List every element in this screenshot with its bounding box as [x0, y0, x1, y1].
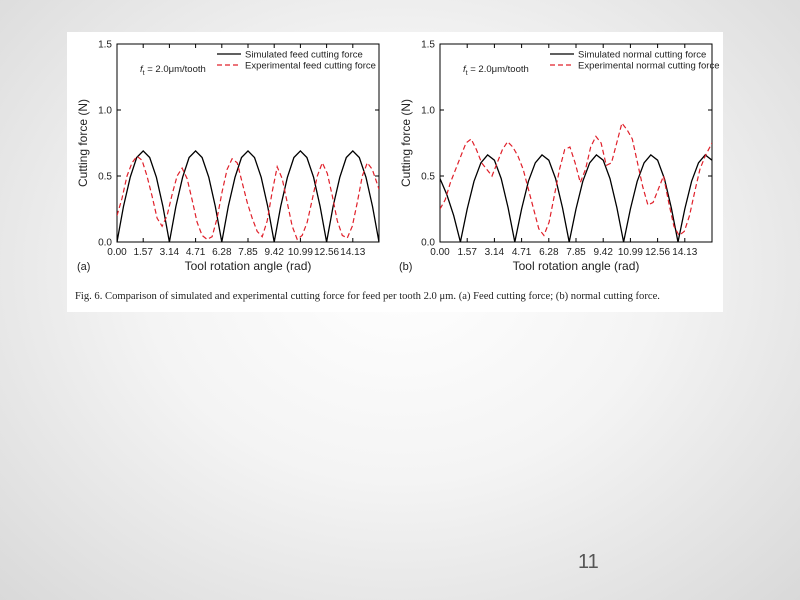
x-tick-label: 3.14 [160, 247, 180, 258]
y-tick-label: 0.0 [421, 238, 435, 249]
y-tick-label: 1.0 [98, 106, 112, 117]
legend-label: Simulated normal cutting force [578, 50, 706, 61]
y-tick-label: 1.0 [421, 106, 435, 117]
feed-annotation: ft = 2.0μm/tooth [140, 64, 206, 77]
x-tick-label: 7.85 [566, 247, 586, 258]
y-axis-label: Cutting force (N) [76, 99, 90, 187]
y-tick-label: 0.5 [98, 172, 112, 183]
x-tick-label: 9.42 [593, 247, 613, 258]
panel-label: (b) [399, 261, 412, 273]
x-tick-label: 0.00 [107, 247, 127, 258]
x-tick-label: 4.71 [512, 247, 532, 258]
x-tick-label: 12.56 [645, 247, 670, 258]
series-line-experimental [440, 121, 712, 237]
x-axis-label: Tool rotation angle (rad) [513, 259, 640, 273]
y-tick-label: 0.0 [98, 238, 112, 249]
legend-label: Experimental normal cutting force [578, 61, 720, 72]
x-tick-label: 1.57 [457, 247, 477, 258]
y-tick-label: 1.5 [98, 40, 112, 51]
y-tick-label: 0.5 [421, 172, 435, 183]
figure-charts: 0.00 1.57 3.14 4.71 6.28 7.85 9.42 10.99 12.56 14… [76, 40, 720, 274]
x-tick-label: 14.13 [672, 247, 697, 258]
series-line-simulated [117, 149, 379, 242]
chart-a: 0.00 1.57 3.14 4.71 6.28 7.85 9.42 10.99 12.56 14… [76, 40, 380, 273]
series-line-simulated [440, 154, 712, 242]
panel-label: (a) [77, 261, 90, 273]
x-tick-label: 6.28 [212, 247, 232, 258]
x-tick-label: 1.57 [133, 247, 153, 258]
legend-label: Simulated feed cutting force [245, 50, 363, 61]
x-tick-label: 12.56 [314, 247, 339, 258]
chart-b: 0.00 1.57 3.14 4.71 6.28 7.85 9.42 10.99 12.56 14… [399, 40, 720, 274]
feed-annotation: ft = 2.0μm/tooth [463, 64, 529, 77]
x-tick-label: 0.00 [430, 247, 450, 258]
x-tick-label: 4.71 [186, 247, 206, 258]
y-tick-label: 1.5 [421, 40, 435, 51]
x-tick-label: 9.42 [264, 247, 284, 258]
x-tick-label: 3.14 [485, 247, 505, 258]
series-line-experimental [117, 155, 379, 241]
x-tick-label: 7.85 [238, 247, 258, 258]
x-tick-label: 10.99 [288, 247, 313, 258]
y-axis-label: Cutting force (N) [399, 99, 413, 187]
slide-number: 11 [578, 551, 599, 573]
x-tick-label: 10.99 [618, 247, 643, 258]
x-tick-label: 14.13 [340, 247, 365, 258]
figure-caption: Fig. 6. Comparison of simulated and expe… [75, 291, 660, 302]
x-tick-label: 6.28 [539, 247, 559, 258]
x-axis-label: Tool rotation angle (rad) [185, 259, 312, 273]
figure: 0.00 1.57 3.14 4.71 6.28 7.85 9.42 10.99 12.56 14… [67, 32, 723, 312]
legend-label: Experimental feed cutting force [245, 61, 376, 72]
